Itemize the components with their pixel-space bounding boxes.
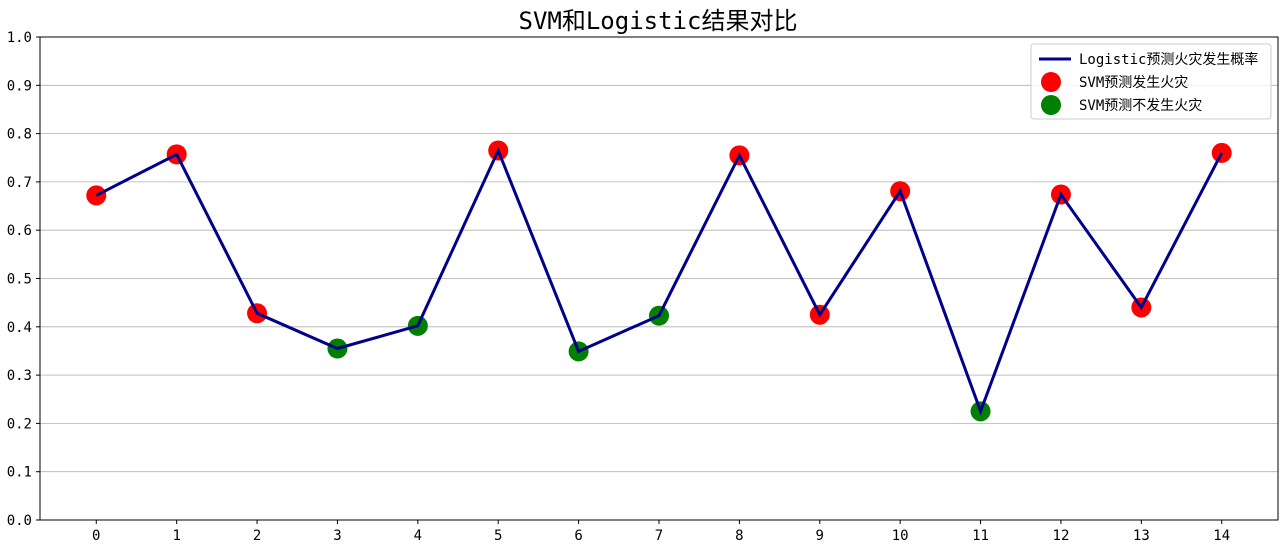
x-tick-label: 7 bbox=[655, 528, 663, 544]
y-tick-label: 1.0 bbox=[7, 30, 32, 46]
y-tick-label: 0.4 bbox=[7, 320, 32, 336]
x-tick-label: 13 bbox=[1133, 528, 1150, 544]
x-tick-label: 2 bbox=[253, 528, 261, 544]
scatter-point bbox=[86, 185, 107, 206]
x-tick-label: 6 bbox=[574, 528, 582, 544]
y-tick-label: 0.1 bbox=[7, 465, 32, 481]
x-tick-label: 1 bbox=[172, 528, 180, 544]
legend: Logistic预测火灾发生概率 SVM预测发生火灾 SVM预测不发生火灾 bbox=[1030, 43, 1272, 120]
y-tick-label: 0.6 bbox=[7, 223, 32, 239]
x-tick-label: 10 bbox=[892, 528, 909, 544]
x-tick-label: 11 bbox=[972, 528, 989, 544]
legend-label: SVM预测不发生火灾 bbox=[1079, 97, 1202, 114]
legend-label: SVM预测发生火灾 bbox=[1079, 74, 1188, 91]
legend-swatch bbox=[1041, 72, 1061, 92]
y-tick-label: 0.5 bbox=[7, 272, 32, 288]
y-tick-label: 0.2 bbox=[7, 416, 32, 432]
series-line bbox=[95, 146, 1224, 416]
x-tick-label: 4 bbox=[414, 528, 422, 544]
legend-label: Logistic预测火灾发生概率 bbox=[1079, 51, 1258, 68]
plot-area bbox=[86, 140, 1232, 422]
legend-box bbox=[1030, 43, 1272, 120]
y-tick-label: 0.7 bbox=[7, 175, 32, 191]
y-tick-label: 0.3 bbox=[7, 368, 32, 384]
x-tick-label: 14 bbox=[1213, 528, 1230, 544]
chart-title: SVM和Logistic结果对比 bbox=[519, 7, 798, 35]
x-tick-label: 3 bbox=[333, 528, 341, 544]
x-tick-label: 8 bbox=[735, 528, 743, 544]
y-tick-label: 0.9 bbox=[7, 78, 32, 94]
x-tick-label: 9 bbox=[816, 528, 824, 544]
plot-frame bbox=[39, 36, 1279, 521]
x-tick-label: 12 bbox=[1053, 528, 1070, 544]
y-axis: 0.0 0.1 0.2 0.3 0.4 0.5 0.6 0.7 0.8 0.9 1.0 bbox=[7, 30, 40, 529]
y-tick-label: 0.0 bbox=[7, 513, 32, 529]
y-tick-label: 0.8 bbox=[7, 127, 32, 143]
legend-swatch bbox=[1041, 95, 1061, 115]
x-tick-label: 5 bbox=[494, 528, 502, 544]
x-tick-label: 0 bbox=[92, 528, 100, 544]
x-axis: 0 1 2 3 4 5 6 7 8 9 10 11 12 13 14 bbox=[92, 520, 1230, 544]
